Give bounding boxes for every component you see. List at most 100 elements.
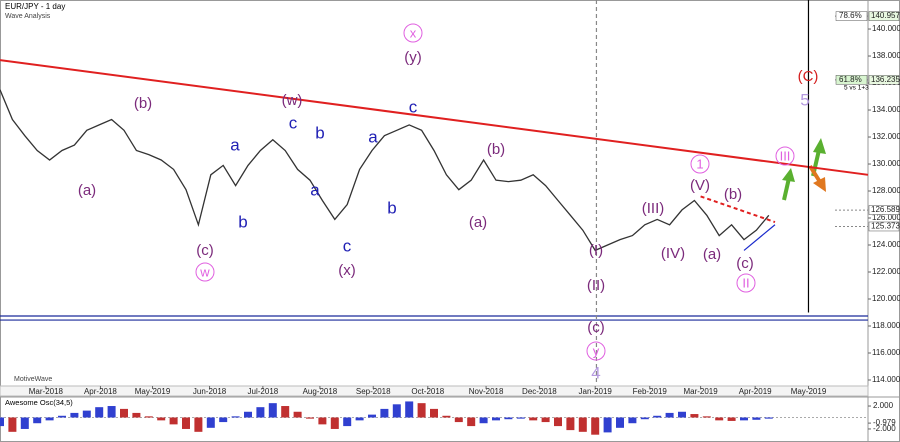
osc-bar bbox=[169, 417, 178, 425]
wave-label: (a) bbox=[469, 214, 487, 231]
osc-bar bbox=[244, 411, 252, 418]
price-marker-label: 126.589 bbox=[871, 205, 900, 214]
osc-bar bbox=[219, 417, 228, 423]
wave-label: 5 bbox=[800, 90, 809, 109]
wave-label: (III) bbox=[642, 200, 665, 217]
osc-bar bbox=[355, 417, 364, 421]
x-tick-label: Mar-2019 bbox=[683, 387, 718, 396]
arrows bbox=[782, 138, 826, 201]
wave-label: (y) bbox=[404, 49, 422, 66]
wave-label: b bbox=[387, 198, 396, 217]
x-tick-label: Jan-2019 bbox=[579, 387, 613, 396]
osc-bar bbox=[380, 408, 389, 418]
y-tick-label: 134.000 bbox=[872, 105, 900, 114]
y-tick-label: 130.000 bbox=[872, 159, 900, 168]
wave-label: (II) bbox=[587, 277, 605, 294]
osc-bar bbox=[107, 406, 116, 418]
osc-bar bbox=[194, 417, 203, 432]
wave-label: II bbox=[742, 275, 749, 290]
osc-bar bbox=[566, 417, 575, 431]
oscillator-title: Awesome Osc(34,5) bbox=[5, 398, 73, 407]
x-tick-label: May-2019 bbox=[791, 387, 827, 396]
osc-bar bbox=[764, 417, 773, 419]
drawing-line bbox=[743, 224, 776, 251]
wave-label: 1 bbox=[696, 156, 703, 171]
x-tick-label: Feb-2019 bbox=[633, 387, 668, 396]
x-tick-label: Apr-2018 bbox=[84, 387, 117, 396]
y-tick-label: 114.000 bbox=[872, 375, 900, 384]
wave-circle bbox=[195, 262, 215, 282]
osc-bar bbox=[740, 417, 748, 421]
wave-label: (IV) bbox=[661, 245, 685, 262]
wave-label: (b) bbox=[487, 141, 505, 158]
wave-label: III bbox=[780, 148, 791, 163]
osc-bar bbox=[392, 404, 401, 418]
price-marker-box bbox=[868, 11, 900, 21]
wave-circle bbox=[690, 154, 710, 174]
osc-bar bbox=[492, 417, 500, 421]
arrow-head bbox=[813, 177, 826, 192]
ratio-box bbox=[835, 75, 868, 85]
wave-label: w bbox=[199, 264, 210, 279]
wave-label: b bbox=[315, 123, 324, 142]
price-marker-box bbox=[868, 205, 900, 215]
y-tick-label: 132.000 bbox=[872, 132, 900, 141]
x-tick-label: May-2019 bbox=[135, 387, 171, 396]
osc-bar bbox=[454, 417, 463, 423]
wave-label: x bbox=[410, 25, 417, 40]
osc-bar bbox=[541, 417, 550, 423]
osc-bar bbox=[293, 411, 302, 418]
osc-bar bbox=[715, 417, 724, 421]
osc-bar bbox=[58, 415, 66, 418]
osc-bar bbox=[417, 403, 426, 418]
osc-bar bbox=[343, 417, 352, 427]
osc-bar bbox=[678, 411, 686, 418]
osc-bar bbox=[70, 412, 79, 418]
drawing-line bbox=[0, 59, 869, 176]
osc-bar bbox=[653, 415, 662, 418]
osc-bar bbox=[690, 414, 699, 418]
price-marker-box bbox=[868, 75, 900, 85]
y-tick-label: 140.000 bbox=[872, 24, 900, 33]
osc-bar bbox=[144, 416, 153, 418]
osc-bar bbox=[20, 417, 29, 429]
arrow-shaft bbox=[808, 164, 822, 184]
osc-bar bbox=[591, 417, 600, 435]
osc-bar bbox=[442, 415, 451, 418]
osc-bar bbox=[467, 417, 476, 427]
osc-bar bbox=[256, 407, 265, 418]
price-marker-box bbox=[868, 221, 900, 232]
osc-bar bbox=[529, 417, 538, 421]
y-tick-label: 128.000 bbox=[872, 186, 900, 195]
osc-bar bbox=[157, 417, 166, 421]
wave-label: (a) bbox=[703, 246, 721, 263]
price-marker-label: 125.373 bbox=[871, 222, 900, 231]
wave-label: (V) bbox=[690, 177, 710, 194]
osc-tick-label: -2.000 bbox=[873, 424, 896, 433]
osc-bar bbox=[0, 417, 4, 427]
osc-tick-label: 2.000 bbox=[873, 401, 894, 410]
drawing-line bbox=[700, 195, 776, 224]
ratio-label: 78.6% bbox=[839, 11, 862, 20]
ratio-box bbox=[835, 11, 868, 21]
x-tick-label: Apr-2019 bbox=[739, 387, 772, 396]
y-tick-label: 120.000 bbox=[872, 294, 900, 303]
wave-label: a bbox=[310, 180, 320, 199]
osc-bar bbox=[616, 417, 624, 428]
chart-title: EUR/JPY - 1 day bbox=[5, 2, 65, 11]
wave-label: b bbox=[238, 212, 247, 231]
osc-bar bbox=[45, 417, 54, 421]
wave-label: (C) bbox=[798, 68, 819, 85]
osc-bar bbox=[120, 408, 128, 418]
osc-bar bbox=[752, 417, 761, 420]
osc-bar bbox=[318, 417, 327, 425]
y-tick-label: 122.000 bbox=[872, 267, 900, 276]
price-line bbox=[0, 89, 770, 252]
osc-bar bbox=[727, 417, 736, 421]
osc-bar bbox=[430, 408, 438, 418]
wave-label: (x) bbox=[338, 262, 356, 279]
osc-bar bbox=[8, 417, 17, 432]
x-tick-label: Dec-2018 bbox=[522, 387, 557, 396]
